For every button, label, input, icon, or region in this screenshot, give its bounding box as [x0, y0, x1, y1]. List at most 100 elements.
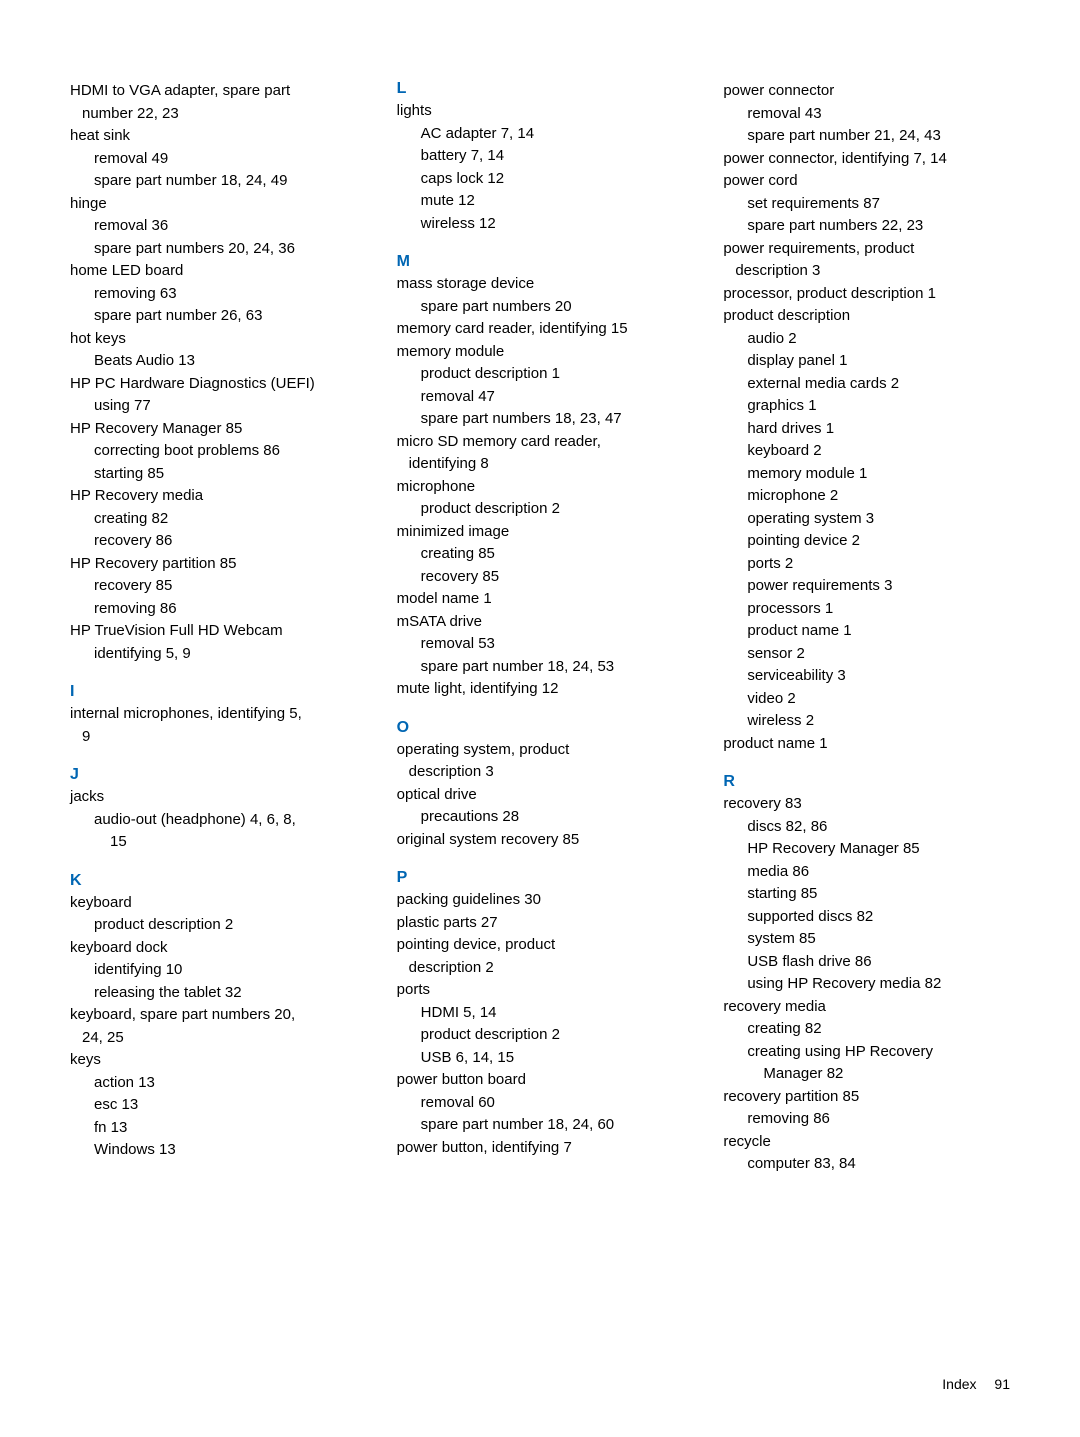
index-subentry: mute 12 — [397, 190, 684, 213]
index-subentry: product description 2 — [397, 498, 684, 521]
index-subentry: spare part numbers 18, 23, 47 — [397, 408, 684, 431]
index-subentry: creating 85 — [397, 543, 684, 566]
index-subentry: graphics 1 — [723, 395, 1010, 418]
index-subentry: microphone 2 — [723, 485, 1010, 508]
index-subentry: esc 13 — [70, 1094, 357, 1117]
index-entry: keyboard — [70, 892, 357, 915]
index-subentry: spare part numbers 20, 24, 36 — [70, 238, 357, 261]
index-entry: power requirements, product — [723, 238, 1010, 261]
index-subentry: removing 63 — [70, 283, 357, 306]
index-subentry: HP Recovery Manager 85 — [723, 838, 1010, 861]
index-entry: HP Recovery Manager 85 — [70, 418, 357, 441]
index-subentry: starting 85 — [70, 463, 357, 486]
index-entry: HP PC Hardware Diagnostics (UEFI) — [70, 373, 357, 396]
index-entry-continuation: 24, 25 — [70, 1027, 357, 1050]
index-entry: heat sink — [70, 125, 357, 148]
index-entry: product name 1 — [723, 733, 1010, 756]
index-subentry: fn 13 — [70, 1117, 357, 1140]
index-entry-continuation: description 3 — [397, 761, 684, 784]
index-entry: HDMI to VGA adapter, spare part — [70, 80, 357, 103]
index-subentry: Beats Audio 13 — [70, 350, 357, 373]
index-subentry: wireless 2 — [723, 710, 1010, 733]
index-columns: HDMI to VGA adapter, spare partnumber 22… — [70, 80, 1010, 1176]
page-footer: Index 91 — [942, 1376, 1010, 1392]
index-entry: power cord — [723, 170, 1010, 193]
index-entry: ports — [397, 979, 684, 1002]
index-subentry: Windows 13 — [70, 1139, 357, 1162]
index-subentry: ports 2 — [723, 553, 1010, 576]
index-subentry: operating system 3 — [723, 508, 1010, 531]
index-entry: power connector — [723, 80, 1010, 103]
index-letter-header: O — [397, 719, 684, 737]
index-subentry: spare part number 18, 24, 60 — [397, 1114, 684, 1137]
index-subentry: AC adapter 7, 14 — [397, 123, 684, 146]
index-subentry: identifying 10 — [70, 959, 357, 982]
index-subentry: spare part number 26, 63 — [70, 305, 357, 328]
index-subentry: hard drives 1 — [723, 418, 1010, 441]
index-entry-continuation: identifying 8 — [397, 453, 684, 476]
index-subentry: spare part number 18, 24, 53 — [397, 656, 684, 679]
index-entry: HP Recovery media — [70, 485, 357, 508]
index-subentry: removal 60 — [397, 1092, 684, 1115]
index-subentry: precautions 28 — [397, 806, 684, 829]
column-2: LlightsAC adapter 7, 14battery 7, 14caps… — [397, 80, 684, 1176]
index-entry: mass storage device — [397, 273, 684, 296]
index-entry: recovery partition 85 — [723, 1086, 1010, 1109]
index-entry: keys — [70, 1049, 357, 1072]
index-subentry: removal 43 — [723, 103, 1010, 126]
index-entry: keyboard, spare part numbers 20, — [70, 1004, 357, 1027]
index-entry: original system recovery 85 — [397, 829, 684, 852]
index-entry-continuation: description 2 — [397, 957, 684, 980]
index-entry: plastic parts 27 — [397, 912, 684, 935]
index-subentry: set requirements 87 — [723, 193, 1010, 216]
index-subentry: audio-out (headphone) 4, 6, 8, — [70, 809, 357, 832]
index-subentry: USB flash drive 86 — [723, 951, 1010, 974]
index-entry-continuation: 9 — [70, 726, 357, 749]
index-subentry: external media cards 2 — [723, 373, 1010, 396]
footer-page-number: 91 — [994, 1376, 1010, 1392]
index-entry: keyboard dock — [70, 937, 357, 960]
index-subentry: spare part numbers 22, 23 — [723, 215, 1010, 238]
index-subentry: keyboard 2 — [723, 440, 1010, 463]
index-subentry: HDMI 5, 14 — [397, 1002, 684, 1025]
index-subentry: supported discs 82 — [723, 906, 1010, 929]
index-entry: processor, product description 1 — [723, 283, 1010, 306]
index-subentry: system 85 — [723, 928, 1010, 951]
index-subentry: creating using HP Recovery — [723, 1041, 1010, 1064]
index-subentry: using HP Recovery media 82 — [723, 973, 1010, 996]
index-subentry: identifying 5, 9 — [70, 643, 357, 666]
index-entry: mSATA drive — [397, 611, 684, 634]
index-entry: power button, identifying 7 — [397, 1137, 684, 1160]
index-subentry: caps lock 12 — [397, 168, 684, 191]
index-entry: product description — [723, 305, 1010, 328]
index-entry-continuation: description 3 — [723, 260, 1010, 283]
index-subentry: recovery 85 — [397, 566, 684, 589]
index-entry: HP Recovery partition 85 — [70, 553, 357, 576]
index-letter-header: M — [397, 253, 684, 271]
index-subentry: product description 2 — [70, 914, 357, 937]
index-subentry: correcting boot problems 86 — [70, 440, 357, 463]
index-letter-header: K — [70, 872, 357, 890]
index-entry: model name 1 — [397, 588, 684, 611]
index-subentry: display panel 1 — [723, 350, 1010, 373]
index-entry: home LED board — [70, 260, 357, 283]
index-subentry: serviceability 3 — [723, 665, 1010, 688]
index-subentry: wireless 12 — [397, 213, 684, 236]
index-subentry: product description 2 — [397, 1024, 684, 1047]
index-entry: pointing device, product — [397, 934, 684, 957]
index-entry: micro SD memory card reader, — [397, 431, 684, 454]
index-subentry-continuation: Manager 82 — [723, 1063, 1010, 1086]
index-subentry: spare part number 18, 24, 49 — [70, 170, 357, 193]
index-entry: minimized image — [397, 521, 684, 544]
index-letter-header: J — [70, 766, 357, 784]
index-subentry: removal 47 — [397, 386, 684, 409]
index-subentry: starting 85 — [723, 883, 1010, 906]
index-entry: operating system, product — [397, 739, 684, 762]
index-subentry: action 13 — [70, 1072, 357, 1095]
index-entry: memory module — [397, 341, 684, 364]
index-subentry: power requirements 3 — [723, 575, 1010, 598]
index-subentry: USB 6, 14, 15 — [397, 1047, 684, 1070]
index-subentry: product description 1 — [397, 363, 684, 386]
index-subentry: removal 36 — [70, 215, 357, 238]
index-subentry: pointing device 2 — [723, 530, 1010, 553]
